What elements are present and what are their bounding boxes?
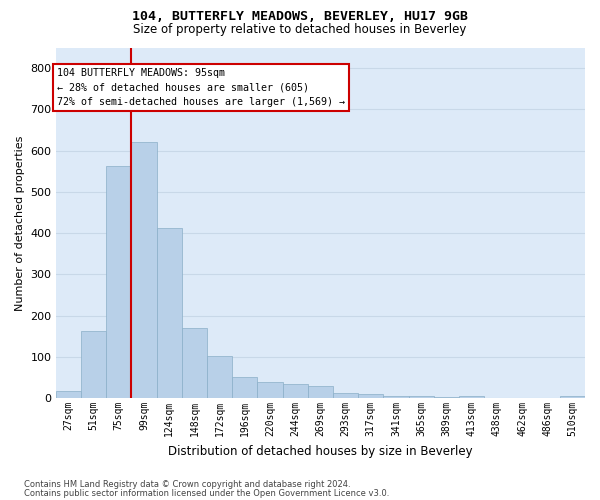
Bar — [409, 396, 434, 398]
Bar — [232, 376, 257, 398]
Text: 104, BUTTERFLY MEADOWS, BEVERLEY, HU17 9GB: 104, BUTTERFLY MEADOWS, BEVERLEY, HU17 9… — [132, 10, 468, 23]
Bar — [333, 393, 358, 398]
Bar — [157, 228, 182, 398]
Bar — [106, 166, 131, 398]
X-axis label: Distribution of detached houses by size in Beverley: Distribution of detached houses by size … — [168, 444, 473, 458]
Text: 104 BUTTERFLY MEADOWS: 95sqm
← 28% of detached houses are smaller (605)
72% of s: 104 BUTTERFLY MEADOWS: 95sqm ← 28% of de… — [57, 68, 345, 108]
Bar — [257, 382, 283, 398]
Text: Size of property relative to detached houses in Beverley: Size of property relative to detached ho… — [133, 22, 467, 36]
Bar — [81, 331, 106, 398]
Bar — [459, 396, 484, 398]
Bar — [560, 396, 585, 398]
Y-axis label: Number of detached properties: Number of detached properties — [15, 135, 25, 310]
Bar — [308, 386, 333, 398]
Bar — [207, 356, 232, 398]
Bar — [383, 396, 409, 398]
Text: Contains HM Land Registry data © Crown copyright and database right 2024.: Contains HM Land Registry data © Crown c… — [24, 480, 350, 489]
Bar — [283, 384, 308, 398]
Bar — [358, 394, 383, 398]
Bar — [56, 391, 81, 398]
Bar — [182, 328, 207, 398]
Text: Contains public sector information licensed under the Open Government Licence v3: Contains public sector information licen… — [24, 488, 389, 498]
Bar — [131, 142, 157, 398]
